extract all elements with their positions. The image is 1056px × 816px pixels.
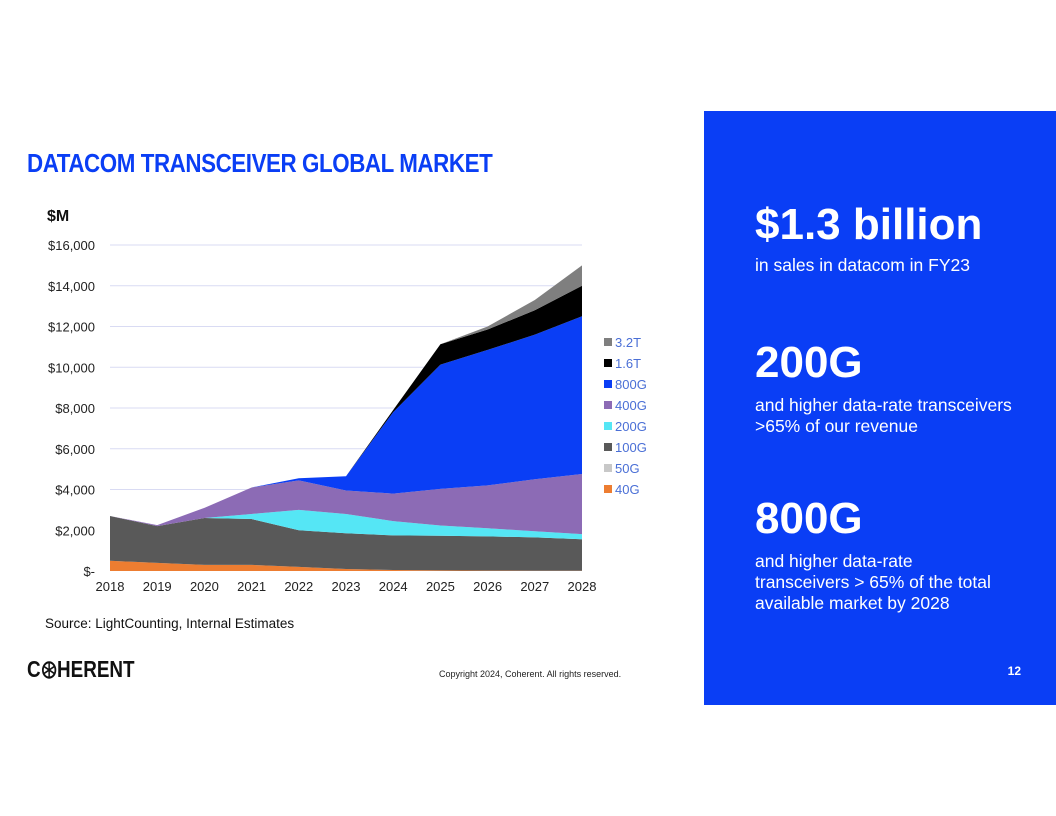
y-tick-label: $14,000 bbox=[48, 279, 95, 294]
legend-label: 3.2T bbox=[615, 335, 641, 350]
logo-crystal-icon bbox=[41, 660, 56, 679]
logo-prefix: C bbox=[27, 656, 41, 682]
legend-swatch bbox=[604, 401, 612, 409]
area-series-100g bbox=[110, 515, 582, 571]
datacom-market-chart: $M $- $2,000 $4,000 $6,000 $8,000 $10,000 $12,… bbox=[47, 208, 647, 594]
highlights-panel: $1.3 billion in sales in datacom in FY23… bbox=[704, 111, 1056, 705]
stat-200g-revenue: 200G and higher data-rate transceivers >… bbox=[755, 341, 1020, 437]
legend-swatch bbox=[604, 464, 612, 472]
copyright-notice: Copyright 2024, Coherent. All rights res… bbox=[439, 669, 622, 679]
y-tick-label: $- bbox=[83, 564, 95, 579]
y-tick-label: $10,000 bbox=[48, 360, 95, 375]
legend-item-3-2t[interactable]: 3.2T bbox=[604, 335, 641, 350]
x-tick-label: 2026 bbox=[473, 579, 502, 594]
x-tick-label: 2021 bbox=[237, 579, 266, 594]
legend-item-200g[interactable]: 200G bbox=[604, 419, 647, 434]
legend-swatch bbox=[604, 422, 612, 430]
y-tick-label: $4,000 bbox=[55, 483, 95, 498]
x-tick-label: 2025 bbox=[426, 579, 455, 594]
page-number: 12 bbox=[1007, 664, 1021, 678]
x-tick-label: 2020 bbox=[190, 579, 219, 594]
stat-800g-market: 800G and higher data-rate transceivers >… bbox=[755, 497, 1005, 614]
chart-areas bbox=[110, 265, 582, 571]
coherent-logo: C HERENT bbox=[27, 656, 135, 683]
area-series-1-6t bbox=[110, 285, 582, 526]
legend-label: 100G bbox=[615, 440, 647, 455]
legend-item-50g[interactable]: 50G bbox=[604, 461, 640, 476]
legend-item-800g[interactable]: 800G bbox=[604, 377, 647, 392]
area-series-40g bbox=[110, 560, 582, 571]
legend-label: 800G bbox=[615, 377, 647, 392]
x-tick-label: 2027 bbox=[520, 579, 549, 594]
stat-datacom-sales: $1.3 billion in sales in datacom in FY23 bbox=[755, 203, 1025, 276]
legend-swatch bbox=[604, 485, 612, 493]
area-series-400g bbox=[110, 474, 582, 535]
legend-label: 40G bbox=[615, 482, 640, 497]
y-axis-ticks: $- $2,000 $4,000 $6,000 $8,000 $10,000 $12,000… bbox=[48, 238, 95, 579]
y-tick-label: $12,000 bbox=[48, 320, 95, 335]
x-tick-label: 2018 bbox=[96, 579, 125, 594]
y-tick-label: $6,000 bbox=[55, 442, 95, 457]
stat-description: and higher data-rate transceivers > 65% … bbox=[755, 551, 991, 613]
legend-label: 50G bbox=[615, 461, 640, 476]
x-tick-label: 2022 bbox=[284, 579, 313, 594]
logo-suffix: HERENT bbox=[57, 656, 135, 682]
y-tick-label: $2,000 bbox=[55, 523, 95, 538]
stat-value: 800G bbox=[755, 494, 863, 543]
x-axis-ticks: 2018 2019 2020 2021 2022 2023 2024 2025 2026 2027… bbox=[96, 579, 597, 594]
legend-label: 200G bbox=[615, 419, 647, 434]
stat-value: $1.3 billion bbox=[755, 200, 983, 249]
x-tick-label: 2024 bbox=[379, 579, 408, 594]
stat-description: in sales in datacom in FY23 bbox=[755, 255, 970, 275]
legend-swatch bbox=[604, 338, 612, 346]
y-axis-unit-label: $M bbox=[47, 208, 69, 225]
legend-item-1-6t[interactable]: 1.6T bbox=[604, 356, 641, 371]
chart-legend[interactable]: 3.2T 1.6T 800G 400G 200G 100G 50G 40G bbox=[604, 335, 647, 497]
legend-label: 1.6T bbox=[615, 356, 641, 371]
x-tick-label: 2028 bbox=[568, 579, 597, 594]
area-series-200g bbox=[110, 509, 582, 540]
stat-value: 200G bbox=[755, 338, 863, 387]
legend-swatch bbox=[604, 443, 612, 451]
legend-item-100g[interactable]: 100G bbox=[604, 440, 647, 455]
legend-swatch bbox=[604, 359, 612, 367]
y-tick-label: $16,000 bbox=[48, 238, 95, 253]
slide-title: DATACOM TRANSCEIVER GLOBAL MARKET bbox=[27, 148, 493, 178]
x-tick-label: 2023 bbox=[332, 579, 361, 594]
legend-label: 400G bbox=[615, 398, 647, 413]
x-tick-label: 2019 bbox=[143, 579, 172, 594]
area-series-800g bbox=[110, 316, 582, 526]
source-note: Source: LightCounting, Internal Estimate… bbox=[45, 616, 295, 631]
y-tick-label: $8,000 bbox=[55, 401, 95, 416]
stat-description: and higher data-rate transceivers >65% o… bbox=[755, 395, 1012, 436]
legend-item-40g[interactable]: 40G bbox=[604, 482, 640, 497]
legend-item-400g[interactable]: 400G bbox=[604, 398, 647, 413]
legend-swatch bbox=[604, 380, 612, 388]
